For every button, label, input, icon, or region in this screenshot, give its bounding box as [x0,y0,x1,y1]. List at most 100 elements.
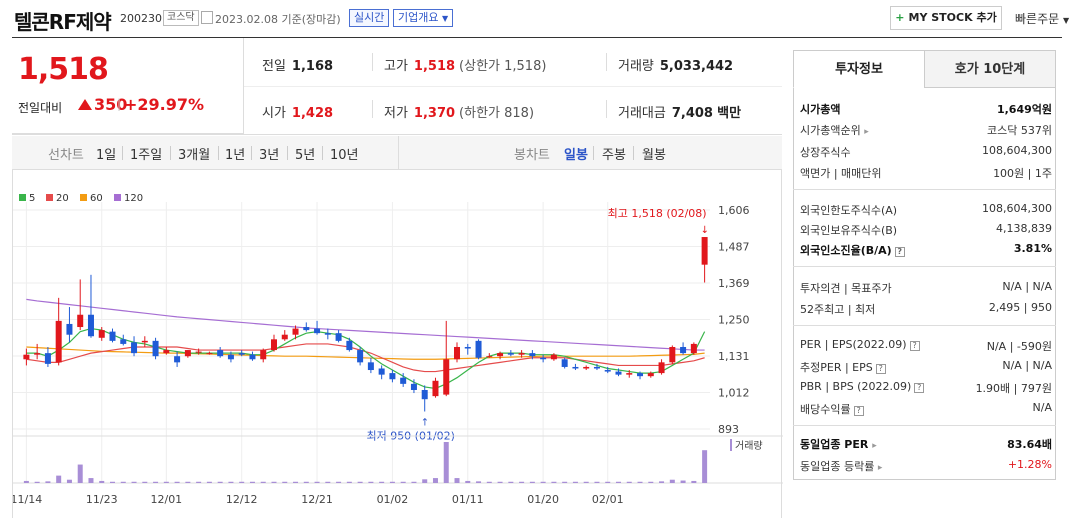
market-cap-row: 시가총액 1,649억원 [800,103,1052,116]
period-daily[interactable]: 일봉 [564,148,588,163]
ma60-line [26,346,705,360]
mystock-label: MY STOCK 추가 [908,11,997,24]
mystock-add-button[interactable]: + MY STOCK 추가 [890,6,1002,30]
volume-label: 거래량 [735,440,763,452]
calendar-icon [201,11,213,24]
legend-label: 5 [29,193,35,204]
volume-bar [336,481,342,483]
period-1w[interactable]: 1주일 [130,148,163,163]
x-tick-label: 01/11 [452,493,484,506]
period-monthly[interactable]: 월봉 [642,148,666,163]
volume-bar [346,481,352,483]
candle [23,354,30,360]
volume-bar [465,480,471,483]
y-tick-label: 1,012 [718,387,750,400]
quote-divider [12,134,782,135]
volume-bar [174,481,180,483]
header-divider [12,37,1062,38]
volume-bar [131,481,137,483]
x-tick-label: 12/12 [226,493,258,506]
volume-bar [77,464,83,483]
high-price: 고가 1,518 (상한가 1,518) [384,59,547,74]
realtime-button[interactable]: 실시간 [349,9,390,27]
candle [217,350,224,357]
per-row: PER | EPS(2022.09)? N/A | -590원 [800,338,1052,353]
candle [109,331,116,341]
invest-info-panel [793,88,1056,480]
chart-frame: 5 20 60 120 1,606 1,487 1,369 1,250 1,131 1,012 89… [11,170,783,518]
change-amount: 350 [94,95,128,114]
company-overview-dropdown[interactable]: 기업개요 ▼ [393,9,454,27]
help-icon[interactable]: ? [894,247,905,257]
volume-bar [626,481,632,483]
x-tick-label: 02/01 [592,493,624,506]
line-chart-label: 선차트 [48,148,84,163]
candle [335,333,342,341]
volume-bar [476,481,482,483]
candle [690,343,697,354]
volume-bar [217,481,223,483]
x-tick-label: 01/02 [377,493,409,506]
legend-label: 20 [56,193,69,204]
stock-name: 텔콘RF제약 [14,10,112,34]
period-3m[interactable]: 3개월 [178,148,211,163]
sector-per-row[interactable]: 동일업종 PER ▸ 83.64배 [800,438,1052,451]
volume-bar [594,481,600,483]
quick-order-label: 빠른주문 [1015,12,1060,26]
help-icon[interactable]: ? [909,341,920,351]
volume-bar [648,481,654,483]
candle [410,383,417,390]
period-1d[interactable]: 1일 [96,148,117,163]
volume-bar [293,481,299,483]
candle [529,353,536,357]
candle [44,353,51,364]
period-weekly[interactable]: 주봉 [602,148,626,163]
x-tick-label: 11/14 [13,493,42,506]
candle [174,356,181,363]
plus-icon: + [895,11,905,24]
period-3y[interactable]: 3년 [259,148,280,163]
candle [77,314,84,328]
volume-bar [163,481,169,483]
panel-divider [793,425,1056,426]
help-icon[interactable]: ? [875,364,886,374]
period-1y[interactable]: 1년 [225,148,246,163]
candle [475,340,482,358]
volume-bar [497,481,503,483]
candle [464,346,471,349]
volume-bar [325,481,331,483]
candle [131,342,138,354]
candle [357,350,364,363]
tab-orderbook[interactable]: 호가 10단계 [924,50,1056,88]
up-arrow-icon [78,99,92,110]
help-icon[interactable]: ? [853,406,864,416]
market-cap-rank-row[interactable]: 시가총액순위 ▸ 코스닥 537위 [800,124,1052,137]
est-per-row: 추정PER | EPS? N/A | N/A [800,359,1052,374]
tab-invest-info[interactable]: 투자정보 [793,50,925,88]
stock-code: 200230 [120,12,162,25]
sector-change-row[interactable]: 동일업종 등락률 ▸ +1.28% [800,458,1052,473]
legend-label: 120 [124,193,143,204]
period-10y[interactable]: 10년 [330,148,359,163]
candle [303,327,310,331]
candle [701,237,708,265]
volume-bar [56,475,62,483]
period-5y[interactable]: 5년 [295,148,316,163]
candle [292,328,299,335]
candle [647,373,654,377]
help-icon[interactable]: ? [914,383,925,393]
foreign-limit-row: 외국인한도주식수(A) 108,604,300 [800,202,1052,217]
volume-bar [605,481,611,483]
legend-label: 60 [90,193,103,204]
panel-divider [793,189,1056,190]
volume-bar [206,481,212,483]
volume-bar [282,481,288,483]
stock-chart[interactable]: 5 20 60 120 1,606 1,487 1,369 1,250 1,131 1,012 89… [11,170,783,518]
y-tick-label: 1,250 [718,314,750,327]
volume-bar [196,481,202,483]
quick-order-link[interactable]: 빠른주문 ▼ [1015,10,1069,27]
candle [497,353,504,357]
candle [550,354,557,360]
divider [322,146,323,160]
chevron-right-icon: ▸ [864,127,869,137]
